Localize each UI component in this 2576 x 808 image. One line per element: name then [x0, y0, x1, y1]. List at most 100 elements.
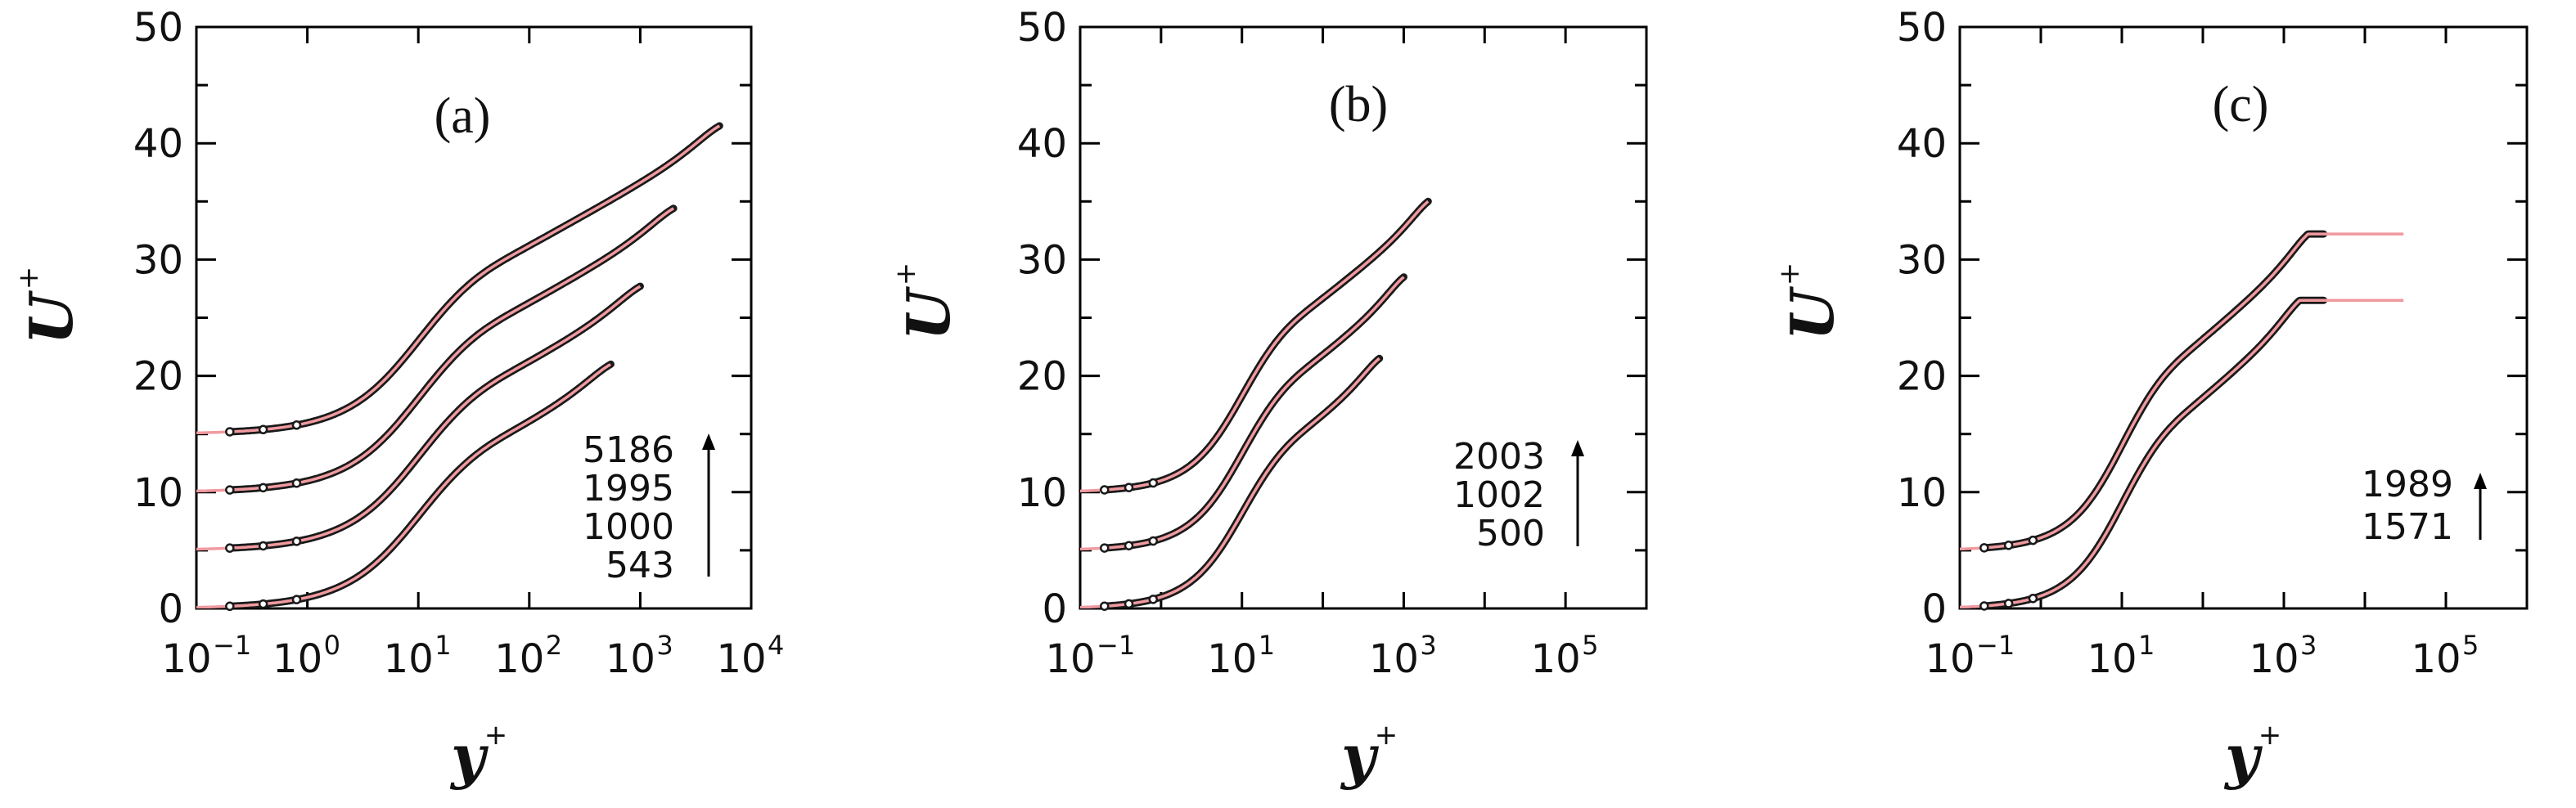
panel-b-marker-2003 — [1124, 483, 1134, 492]
panel-b-ytick-label: 0 — [1042, 586, 1067, 632]
panel-a-marker-5186 — [225, 427, 235, 437]
panel-b-model-series-2003 — [1080, 200, 1430, 493]
panel-b-marker-2003 — [1148, 478, 1159, 488]
panel-c-marker-1989 — [2003, 541, 2014, 550]
panel-a-ylabel-text: U — [16, 290, 86, 344]
panel-a-model-series-5186 — [196, 124, 721, 435]
panel-a-marker-1995 — [291, 478, 302, 488]
panel-c-ytick-label: 10 — [1897, 470, 1947, 516]
panel-c-ylabel: U + — [1773, 263, 1847, 341]
panel-b-ylabel-sup: + — [889, 263, 922, 286]
panel-a-marker-543 — [258, 599, 268, 609]
panel-c-marker-1571 — [1979, 601, 1989, 611]
panel-c-xtick-label: 10 — [2249, 636, 2299, 682]
panel-c-ylabel-text: U — [1777, 285, 1847, 340]
panel-c-legend-arrow-head — [2474, 473, 2487, 489]
panel-b-legend-label-2: 500 — [1476, 513, 1545, 554]
panel-a-marker-1995 — [258, 483, 268, 493]
panel-c-ylabel-sup: + — [1773, 263, 1806, 286]
panel-c-ytick-label: 50 — [1897, 5, 1947, 51]
panel-a: (a) U + y + 5186 1995 1000 543 10 −1 10 0 10… — [12, 5, 784, 791]
panel-b-xtick-label: 10 — [1369, 636, 1419, 682]
panel-a-marker-543 — [291, 595, 302, 604]
panel-a-marker-1000 — [258, 541, 268, 551]
panel-a-xtick-label-exp: −1 — [213, 630, 251, 661]
panel-a-ytick-label: 30 — [133, 237, 183, 283]
panel-a-xlabel-sup: + — [484, 719, 508, 752]
panel-b-xlabel: y + — [1340, 719, 1398, 791]
panel-a-label: (a) — [435, 88, 491, 144]
panel-a-xtick-label-exp: 2 — [546, 630, 562, 661]
panel-b: (b) U + y + 2003 1002 500 10 −1 10 1 10 3 10 50… — [889, 5, 1648, 791]
panel-c-xlabel-text: y — [2223, 721, 2263, 791]
panel-b-xlabel-text: y — [1340, 721, 1379, 791]
panel-c-model-series-1571 — [1960, 299, 2404, 608]
panel-c-ytick-label: 30 — [1897, 237, 1947, 283]
panel-a-marker-543 — [225, 601, 235, 612]
panel-b-dns-series-2003 — [1101, 197, 1432, 494]
panel-a-ylabel: U + — [12, 267, 86, 345]
panel-c-model-series-1989 — [1960, 232, 2404, 551]
panel-b-ytick-label: 20 — [1017, 354, 1067, 400]
panel-b-xtick-label-exp: 1 — [1259, 630, 1275, 661]
panel-c-ytick-label: 0 — [1921, 586, 1947, 632]
panel-a-ytick-label: 40 — [133, 121, 183, 167]
panel-a-model-series-1000 — [196, 285, 642, 551]
panel-b-marker-500 — [1124, 599, 1134, 609]
panel-b-legend: 2003 1002 500 — [1453, 436, 1584, 554]
panel-c-xtick-label-exp: 5 — [2462, 630, 2479, 661]
panel-a-xtick-label-exp: 0 — [324, 630, 340, 661]
panel-b-marker-1002 — [1100, 543, 1110, 553]
panel-c-xlabel-sup: + — [2259, 719, 2282, 752]
panel-c-marker-1989 — [1979, 543, 1989, 553]
panel-a-xtick-label: 10 — [716, 636, 766, 682]
panel-b-xtick-label-exp: −1 — [1097, 630, 1135, 661]
panel-a-model-series-1995 — [196, 207, 675, 493]
panel-b-ylabel-text: U — [894, 285, 963, 340]
panel-a-xlabel: y + — [449, 719, 507, 791]
panel-a-marker-1000 — [225, 543, 235, 553]
panel-b-model-series-500 — [1080, 357, 1380, 608]
panel-b-legend-label-0: 2003 — [1453, 436, 1545, 478]
panel-b-xtick-label: 10 — [1531, 636, 1581, 682]
panel-b-ytick-label: 40 — [1017, 121, 1067, 167]
panel-a-xtick-label: 10 — [606, 636, 655, 682]
panel-a-legend-label-0: 5186 — [583, 429, 674, 471]
panel-a-xtick-label: 10 — [384, 636, 434, 682]
panel-a-xtick-label: 10 — [272, 636, 322, 682]
panel-c: (c) U + y + 1989 1571 10 −1 10 1 10 3 10 501020… — [1773, 5, 2529, 791]
panel-c-ytick-label: 40 — [1897, 121, 1947, 167]
panel-a-xtick-label: 10 — [494, 636, 544, 682]
panel-c-marker-1571 — [2003, 599, 2014, 608]
panel-c-marker-1989 — [2028, 535, 2038, 545]
panel-b-ylabel: U + — [889, 263, 963, 341]
panel-b-ytick-label: 10 — [1017, 470, 1067, 516]
panel-a-xtick-label-exp: 4 — [768, 630, 784, 661]
panel-a-xlabel-text: y — [449, 721, 489, 791]
panel-a-legend-label-2: 1000 — [583, 506, 674, 548]
panel-b-marker-500 — [1100, 601, 1110, 611]
panel-c-xtick-label-exp: −1 — [1976, 630, 2015, 661]
panel-a-legend: 5186 1995 1000 543 — [583, 429, 715, 586]
panel-a-ylabel-sup: + — [12, 267, 45, 290]
panel-b-xtick-label-exp: 3 — [1420, 630, 1436, 661]
panel-c-xlabel: y + — [2223, 719, 2281, 791]
panel-a-xtick-label-exp: 3 — [656, 630, 673, 661]
panel-b-xlabel-sup: + — [1375, 719, 1398, 752]
panel-c-dns-series-1571 — [1980, 296, 2328, 608]
panel-a-marker-5186 — [291, 420, 302, 430]
panel-c-marker-1571 — [2028, 594, 2038, 604]
panel-c-ytick-label: 20 — [1897, 354, 1947, 400]
panel-b-label: (b) — [1329, 77, 1388, 132]
panel-c-xtick-label-exp: 1 — [2138, 630, 2155, 661]
panel-a-marker-5186 — [258, 424, 268, 434]
panel-a-ytick-label: 50 — [133, 5, 183, 51]
panel-b-legend-label-1: 1002 — [1453, 474, 1545, 516]
panel-a-legend-arrow-head — [702, 433, 715, 450]
panel-b-ytick-label: 50 — [1017, 5, 1067, 51]
panel-a-marker-1995 — [225, 485, 235, 495]
panel-b-model-series-1002 — [1080, 276, 1405, 551]
panel-a-xtick-label: 10 — [161, 636, 211, 682]
panel-c-label: (c) — [2213, 77, 2269, 132]
